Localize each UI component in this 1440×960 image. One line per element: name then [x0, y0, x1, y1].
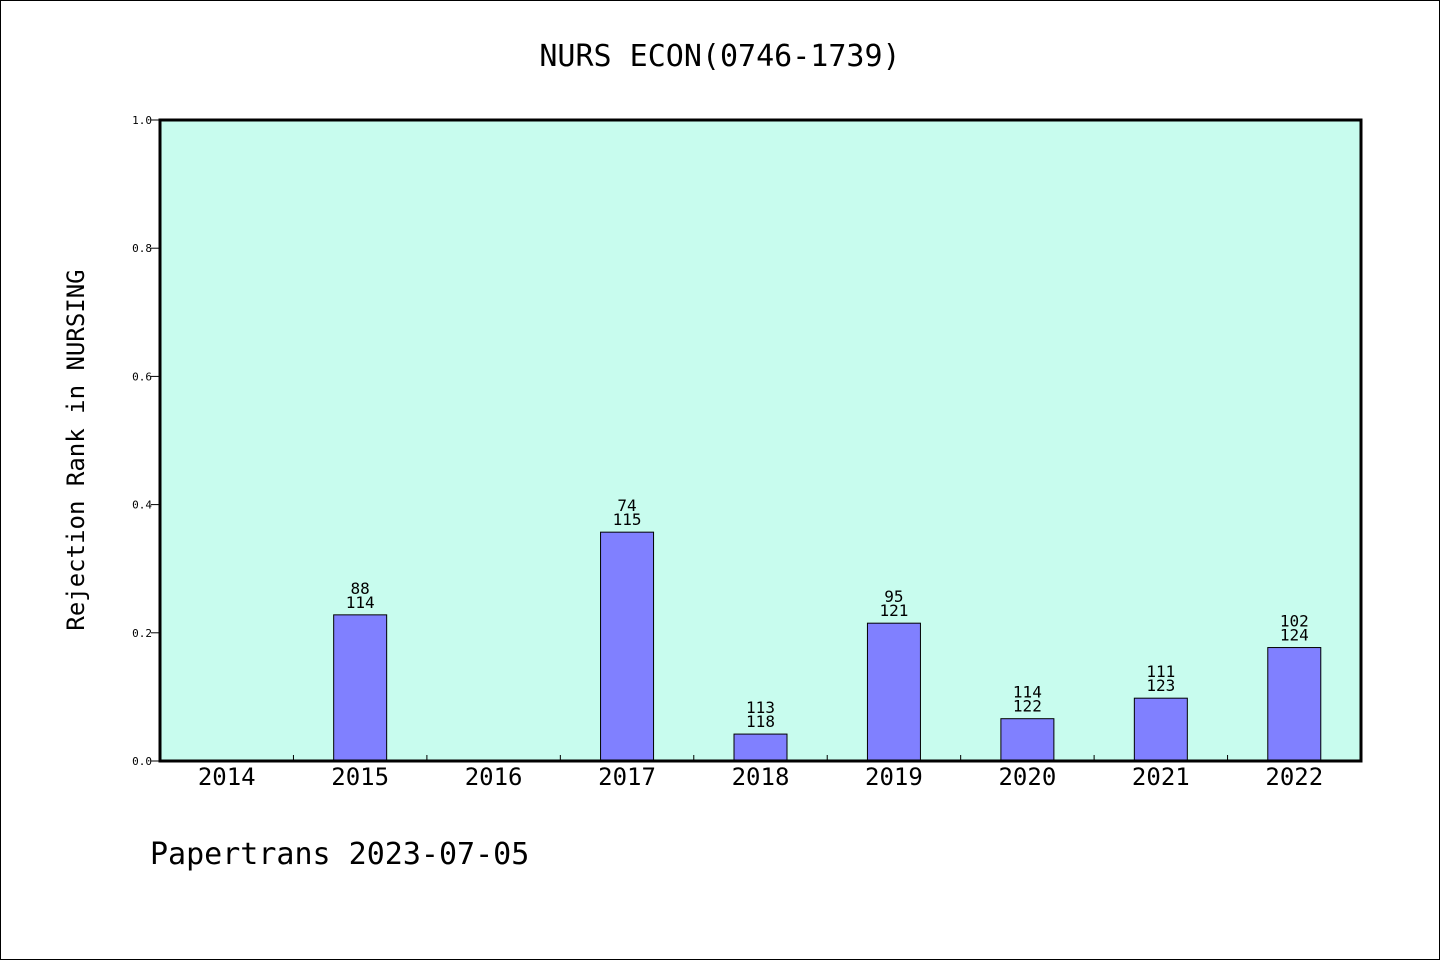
y-tick-label: 0.4: [132, 499, 152, 512]
bar-label-top: 95: [884, 587, 903, 606]
bar-label-bottom: 115: [613, 510, 642, 529]
bar-label-top: 113: [746, 698, 775, 717]
bar-2022: [1267, 647, 1322, 762]
bar-label-bottom: 124: [1280, 626, 1309, 645]
x-tick-label: 2019: [865, 763, 923, 791]
chart-title: NURS ECON(0746-1739): [539, 39, 900, 74]
bar-label-bottom: 114: [346, 593, 375, 612]
x-tick-label: 2021: [1132, 763, 1190, 791]
footer-text: Papertrans 2023-07-05: [150, 837, 529, 872]
bar-2021: [1133, 697, 1188, 762]
bar-label-top: 102: [1280, 612, 1309, 631]
bar-label-bottom: 121: [879, 601, 908, 620]
x-tick-label: 2015: [331, 763, 389, 791]
x-tick-label: 2016: [465, 763, 523, 791]
y-axis: 0.0 0.2 0.4 0.6 0.8 1.0: [132, 114, 160, 768]
y-tick-label: 0.2: [132, 627, 152, 640]
x-tick-label: 2022: [1265, 763, 1323, 791]
bar-2019: [866, 622, 921, 762]
x-tick-label: 2017: [598, 763, 656, 791]
y-tick-label: 0.8: [132, 242, 152, 255]
bar-2018: [733, 733, 788, 762]
bar-label-top: 111: [1146, 662, 1175, 681]
bar-label-bottom: 122: [1013, 697, 1042, 716]
y-axis-label: Rejection Rank in NURSING: [62, 269, 90, 630]
y-tick-label: 1.0: [132, 114, 152, 127]
bar-label-top: 114: [1013, 683, 1042, 702]
bar-2017: [600, 531, 655, 762]
bars-group: [333, 531, 1322, 762]
x-tick-label: 2018: [732, 763, 790, 791]
bar-label-top: 88: [351, 579, 370, 598]
bar-label-bottom: 118: [746, 712, 775, 731]
bar-2015: [333, 614, 388, 762]
x-axis: 2014 2015 2016 2017 2018 2019 2020 2021 2022: [198, 755, 1323, 791]
bar-2020: [1000, 718, 1055, 762]
bar-label-bottom: 123: [1146, 676, 1175, 695]
y-tick-label: 0.6: [132, 370, 152, 383]
x-tick-label: 2020: [998, 763, 1056, 791]
plot-border: [158, 118, 1363, 763]
bar-label-top: 74: [617, 496, 636, 515]
x-tick-label: 2014: [198, 763, 256, 791]
y-tick-label: 0.0: [132, 755, 152, 768]
